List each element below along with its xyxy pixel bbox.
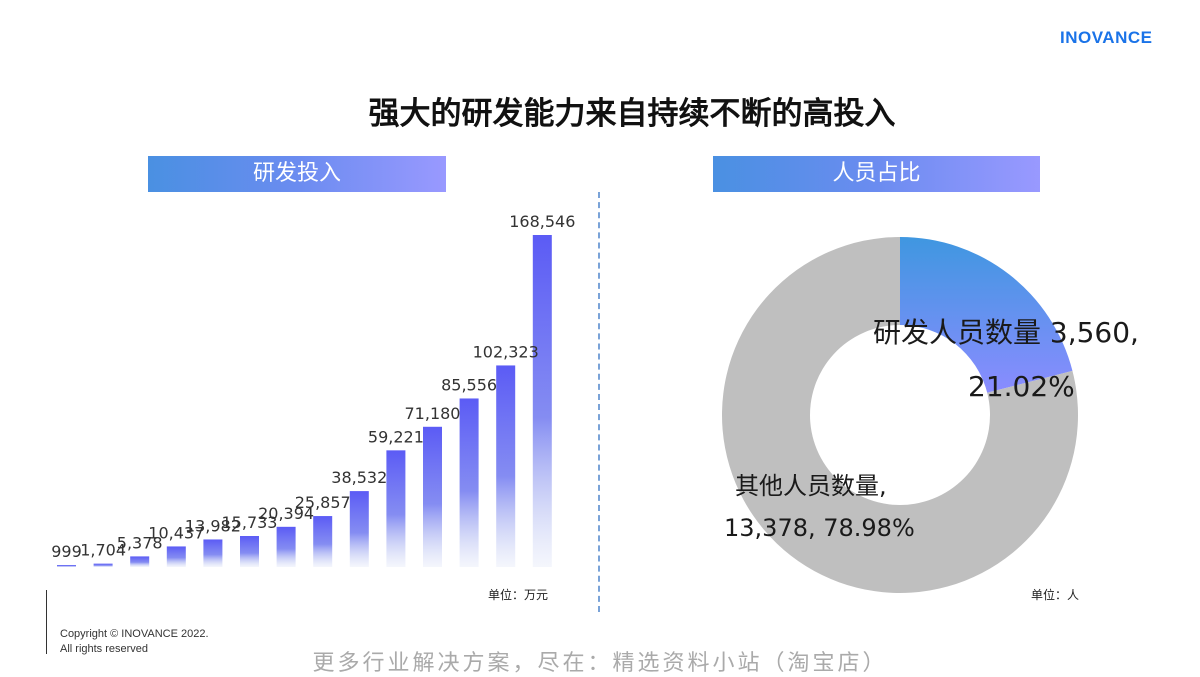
rd-staff-label: 研发人员数量 3,560, bbox=[873, 316, 1139, 349]
bar-13 bbox=[496, 365, 516, 567]
page-title: 强大的研发能力来自持续不断的高投入 bbox=[368, 96, 896, 132]
panel-divider bbox=[598, 192, 600, 612]
copyright-rule bbox=[46, 590, 47, 654]
footer-watermark: 更多行业解决方案，尽在：精选资料小站（淘宝店） bbox=[312, 651, 888, 676]
bar-value-label-6: 15,733 bbox=[222, 513, 278, 532]
bar-value-label-10: 59,221 bbox=[368, 427, 424, 446]
bar-value-label-3: 5,378 bbox=[117, 533, 163, 552]
bar-3 bbox=[130, 556, 150, 567]
bar-12 bbox=[459, 398, 479, 567]
donut-slice-2 bbox=[722, 237, 1078, 593]
rd-investment-header: 研发投入 bbox=[148, 156, 446, 192]
bar-4 bbox=[166, 546, 186, 567]
bar-value-label-7: 20,394 bbox=[258, 504, 314, 523]
bar-value-label-14: 168,546 bbox=[509, 212, 575, 231]
bar-value-label-2: 1,704 bbox=[80, 541, 126, 560]
bar-2 bbox=[93, 563, 113, 567]
bar-value-label-8: 25,857 bbox=[295, 493, 351, 512]
bar-9 bbox=[349, 491, 369, 567]
rd-investment-unit: 单位：万元 bbox=[488, 588, 549, 602]
bar-value-label-4: 10,437 bbox=[148, 523, 204, 542]
staff-ratio-donut-chart bbox=[722, 237, 1078, 593]
bar-value-label-12: 85,556 bbox=[441, 375, 497, 394]
copyright-text: Copyright © INOVANCE 2022. bbox=[60, 628, 209, 640]
staff-ratio-unit: 单位：人 bbox=[1031, 588, 1080, 602]
inovance-logo: INOVANCE bbox=[1060, 28, 1153, 47]
bar-11 bbox=[423, 426, 442, 567]
bar-1 bbox=[57, 565, 76, 567]
bar-7 bbox=[276, 526, 296, 567]
bar-10 bbox=[386, 450, 406, 567]
bar-value-label-5: 13,982 bbox=[185, 516, 241, 535]
other-staff-value-label: 13,378, 78.98% bbox=[724, 514, 915, 542]
bar-8 bbox=[313, 516, 333, 567]
rd-staff-percent-label: 21.02% bbox=[968, 370, 1075, 403]
rights-text: All rights reserved bbox=[60, 643, 149, 655]
bar-14 bbox=[532, 235, 552, 567]
staff-ratio-header: 人员占比 bbox=[713, 156, 1040, 192]
bar-5 bbox=[203, 539, 223, 567]
bar-value-label-13: 102,323 bbox=[473, 342, 539, 361]
bar-value-label-1: 999 bbox=[51, 542, 82, 561]
other-staff-label: 其他人员数量, bbox=[735, 472, 887, 500]
bar-value-label-9: 38,532 bbox=[331, 468, 387, 487]
bar-value-label-11: 71,180 bbox=[405, 404, 461, 423]
bar-6 bbox=[240, 536, 259, 567]
rd-investment-bar-chart: 9991,7045,37810,43713,98215,73320,39425,… bbox=[51, 212, 575, 567]
donut-slice-1 bbox=[900, 237, 1073, 393]
